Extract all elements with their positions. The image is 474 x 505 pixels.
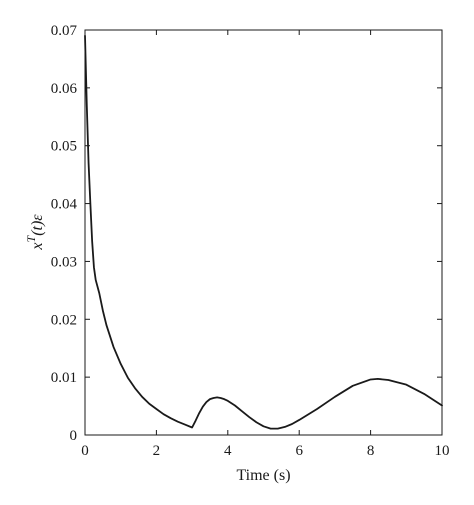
x-tick-label: 4	[224, 443, 232, 459]
x-tick-label: 6	[295, 443, 303, 459]
x-axis-label: Time (s)	[236, 467, 290, 484]
y-tick-label: 0.05	[51, 139, 77, 155]
tick-labels: 0 2 4 6 8 10 0 0.01 0.02 0.03 0.04 0.05 0.06 0.07	[51, 23, 450, 459]
x-tick-label: 8	[367, 443, 375, 459]
ticks	[84, 29, 443, 436]
plot-frame	[84, 29, 443, 436]
y-axis-label-superscript: T	[24, 234, 38, 242]
y-tick-label: 0.04	[51, 197, 78, 213]
y-tick-label: 0.02	[51, 312, 77, 328]
y-axis-label: xT(t)ε	[24, 214, 46, 251]
y-tick-label: 0.03	[51, 254, 77, 270]
y-tick-label: 0	[70, 428, 78, 444]
x-tick-label: 10	[435, 443, 450, 459]
y-tick-label: 0.06	[51, 81, 78, 97]
y-axis-label-rest: (t)ε	[29, 214, 46, 236]
x-tick-label: 0	[81, 443, 89, 459]
y-axis-label-base: x	[29, 242, 46, 250]
series-line	[84, 34, 443, 430]
y-tick-label: 0.07	[51, 23, 78, 39]
x-tick-label: 2	[153, 443, 161, 459]
y-tick-label: 0.01	[51, 370, 77, 386]
